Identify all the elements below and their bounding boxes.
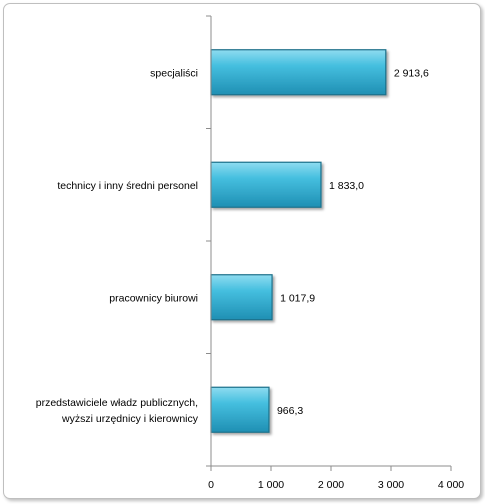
data-label: 1 833,0	[329, 180, 364, 192]
data-label: 2 913,6	[394, 67, 429, 79]
bar	[210, 161, 322, 208]
x-tick-label: 4 000	[438, 479, 464, 491]
category-label: przedstawiciele władz publicznych,	[36, 397, 198, 409]
labels-group: 2 913,6 specjaliści 1 833,0 technicy i inny…	[36, 67, 429, 425]
category-label: technicy i inny średni personel	[57, 180, 198, 192]
axes-group: 0 1 000 2 000 3 000 4 000	[206, 15, 464, 491]
category-label: specjaliści	[150, 67, 198, 79]
x-tick-label: 2 000	[318, 479, 344, 491]
bar	[210, 274, 273, 321]
category-label: pracownicy biurowi	[109, 292, 198, 304]
x-tick-label: 0	[208, 479, 214, 491]
x-tick-label: 1 000	[258, 479, 284, 491]
x-tick-label: 3 000	[378, 479, 404, 491]
category-label: wyższi urzędnicy i kierownicy	[61, 413, 199, 425]
bars-group	[210, 49, 387, 433]
data-label: 1 017,9	[280, 292, 315, 304]
bar	[210, 49, 387, 96]
bar	[210, 386, 270, 433]
data-label: 966,3	[277, 405, 303, 417]
